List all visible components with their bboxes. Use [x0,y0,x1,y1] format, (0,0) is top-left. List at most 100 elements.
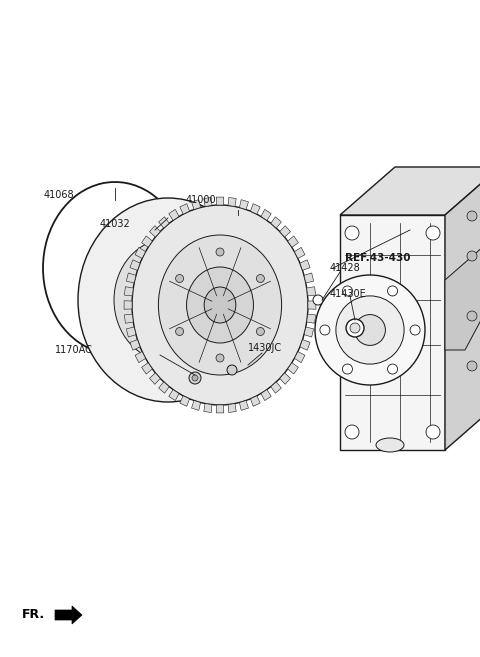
Polygon shape [169,210,179,221]
Circle shape [216,354,224,362]
Circle shape [192,375,198,381]
Circle shape [350,323,360,333]
Circle shape [355,315,385,346]
Circle shape [346,319,364,337]
Text: 1430JC: 1430JC [248,343,282,353]
Circle shape [336,296,404,364]
Polygon shape [180,204,190,214]
Polygon shape [228,198,236,206]
Polygon shape [271,217,281,228]
Polygon shape [308,301,316,309]
Polygon shape [340,167,480,215]
Polygon shape [251,204,260,214]
Circle shape [345,425,359,439]
Circle shape [345,226,359,240]
Polygon shape [149,226,160,237]
Circle shape [387,364,397,374]
Ellipse shape [187,267,253,343]
Polygon shape [192,200,201,210]
Ellipse shape [376,438,404,452]
Polygon shape [445,232,480,350]
Polygon shape [142,363,152,374]
Ellipse shape [204,287,236,323]
Polygon shape [288,363,299,374]
Circle shape [342,286,352,296]
Polygon shape [124,286,133,296]
Polygon shape [158,382,169,393]
Polygon shape [300,260,310,271]
Ellipse shape [148,277,188,323]
Polygon shape [445,167,480,450]
Polygon shape [180,396,190,406]
Polygon shape [288,236,299,247]
Circle shape [176,327,184,336]
Polygon shape [240,200,249,210]
Ellipse shape [78,198,258,402]
Ellipse shape [114,238,222,361]
Circle shape [342,364,352,374]
Circle shape [467,251,477,261]
Polygon shape [216,197,224,205]
Polygon shape [261,390,271,401]
Polygon shape [130,340,140,350]
Polygon shape [135,248,145,258]
Circle shape [315,275,425,385]
Circle shape [256,275,264,283]
Ellipse shape [132,205,308,405]
Circle shape [320,325,330,335]
Polygon shape [304,327,313,337]
Text: 41000: 41000 [186,195,216,205]
Ellipse shape [161,292,175,308]
Circle shape [227,365,237,375]
Text: 41430E: 41430E [330,289,367,299]
Polygon shape [280,373,290,384]
Polygon shape [294,351,305,363]
Polygon shape [124,301,132,309]
Polygon shape [228,403,236,413]
Polygon shape [124,314,133,323]
Polygon shape [304,273,313,283]
Polygon shape [204,403,212,413]
Text: 41428: 41428 [330,263,361,273]
Polygon shape [294,248,305,258]
Circle shape [467,211,477,221]
Circle shape [313,295,323,305]
Circle shape [216,248,224,256]
Circle shape [467,361,477,371]
Polygon shape [340,215,445,450]
Text: REF.43-430: REF.43-430 [345,253,410,263]
Polygon shape [158,217,169,228]
Polygon shape [251,396,260,406]
Circle shape [426,425,440,439]
Polygon shape [135,351,145,363]
Text: 41068: 41068 [44,190,74,200]
Polygon shape [126,273,136,283]
Text: 41032: 41032 [100,219,131,229]
Polygon shape [149,373,160,384]
Circle shape [256,327,264,336]
Polygon shape [300,340,310,350]
Polygon shape [271,382,281,393]
Polygon shape [216,405,224,413]
Circle shape [410,325,420,335]
Ellipse shape [158,235,282,375]
Circle shape [189,372,201,384]
Polygon shape [192,401,201,411]
Polygon shape [261,210,271,221]
Text: FR.: FR. [22,608,45,622]
Polygon shape [130,260,140,271]
Text: 1170AC: 1170AC [55,345,93,355]
Polygon shape [169,390,179,401]
Polygon shape [240,401,249,411]
Circle shape [426,226,440,240]
Circle shape [387,286,397,296]
Polygon shape [307,286,315,296]
Polygon shape [307,314,315,323]
Circle shape [467,311,477,321]
Polygon shape [126,327,136,337]
Polygon shape [55,606,82,624]
Polygon shape [280,226,290,237]
Polygon shape [142,236,152,247]
Polygon shape [204,198,212,206]
Circle shape [176,275,184,283]
